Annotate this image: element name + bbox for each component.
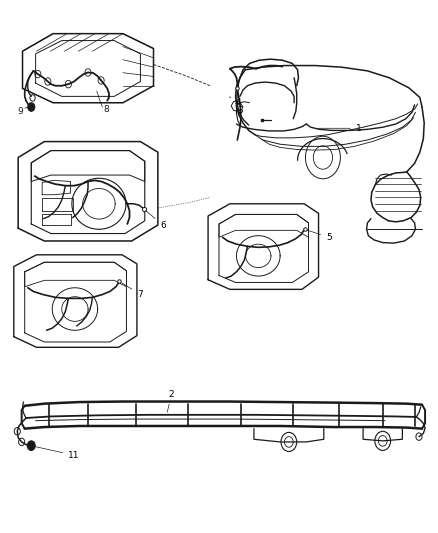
Text: 2: 2 — [167, 390, 174, 412]
Text: 7: 7 — [122, 283, 143, 298]
Text: 6: 6 — [146, 211, 166, 230]
Circle shape — [27, 441, 35, 450]
Text: 11: 11 — [29, 445, 80, 460]
Text: 1: 1 — [318, 124, 362, 133]
Text: 9: 9 — [18, 107, 23, 116]
Text: 3: 3 — [234, 106, 243, 115]
Text: 5: 5 — [307, 230, 332, 242]
Circle shape — [28, 103, 35, 111]
Text: 4: 4 — [229, 97, 241, 107]
Text: 8: 8 — [103, 105, 109, 114]
